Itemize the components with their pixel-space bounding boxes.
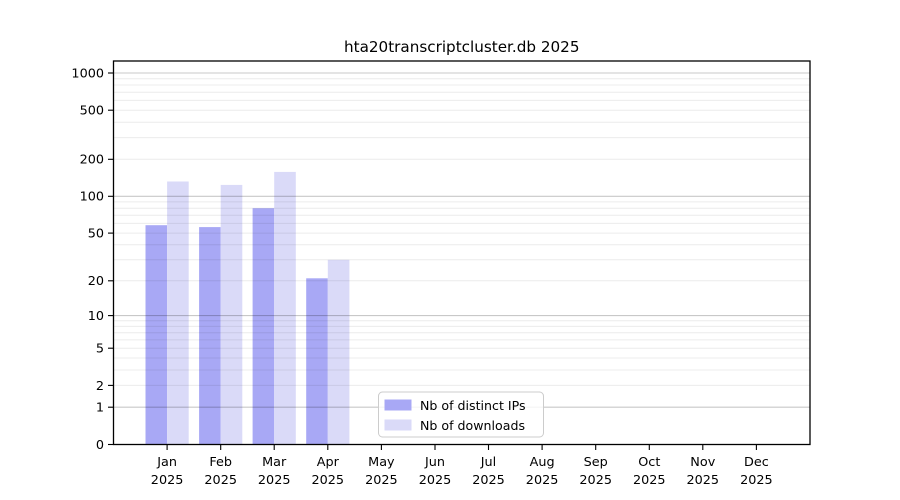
y-tick-label: 500 <box>80 104 104 119</box>
axes-group: 0 1 2 5 10 20 50 100 200 500 1000 Jan 2025 Feb 2025 Mar… <box>71 60 811 488</box>
bar-feb-downloads <box>220 184 243 445</box>
gridlines-group <box>113 72 810 408</box>
x-tick-label-may: May 2025 <box>365 455 398 488</box>
y-tick-label: 0 <box>96 438 104 453</box>
x-tick-label-jan: Jan 2025 <box>151 455 184 488</box>
bar-apr-distinct-ips <box>306 278 328 445</box>
x-tick-label-sep: Sep 2025 <box>579 455 612 488</box>
legend-label-distinct-ips: Nb of distinct IPs <box>420 398 526 413</box>
legend-box <box>378 391 544 438</box>
x-tick-label-nov: Nov 2025 <box>687 455 720 488</box>
y-tick-label: 200 <box>80 153 104 168</box>
x-tick-label-dec: Dec 2025 <box>740 455 773 488</box>
y-tick-label: 2 <box>96 379 104 394</box>
x-tick-label-oct: Oct 2025 <box>633 455 666 488</box>
x-tick-label-apr: Apr 2025 <box>312 455 345 488</box>
x-tick-label-feb: Feb 2025 <box>204 455 237 488</box>
plot-frame <box>112 60 811 446</box>
legend-swatch-distinct-ips <box>384 399 412 411</box>
legend-swatch-downloads <box>384 419 412 431</box>
y-tick-label: 1 <box>96 401 104 416</box>
bar-mar-downloads <box>274 171 296 445</box>
legend-label-downloads: Nb of downloads <box>420 418 525 433</box>
legend: Nb of distinct IPs Nb of downloads <box>378 391 544 438</box>
chart-title: hta20transcriptcluster.db 2025 <box>344 38 580 56</box>
bar-apr-downloads <box>327 259 350 445</box>
bar-jan-distinct-ips <box>145 225 168 445</box>
y-tick-label: 1000 <box>71 66 104 81</box>
x-tick-label-jul: Jul 2025 <box>472 455 505 488</box>
y-tick-label: 10 <box>88 309 104 324</box>
y-tick-label: 100 <box>80 190 104 205</box>
x-tick-label-aug: Aug 2025 <box>526 455 559 488</box>
bar-feb-distinct-ips <box>199 227 221 445</box>
bar-jan-downloads <box>167 181 189 445</box>
y-tick-label: 5 <box>96 342 104 357</box>
bars-group <box>145 171 350 445</box>
y-tick-label: 50 <box>88 227 104 242</box>
x-tick-label-mar: Mar 2025 <box>258 455 291 488</box>
y-tick-label: 20 <box>88 274 104 289</box>
x-tick-label-jun: Jun 2025 <box>419 455 452 488</box>
